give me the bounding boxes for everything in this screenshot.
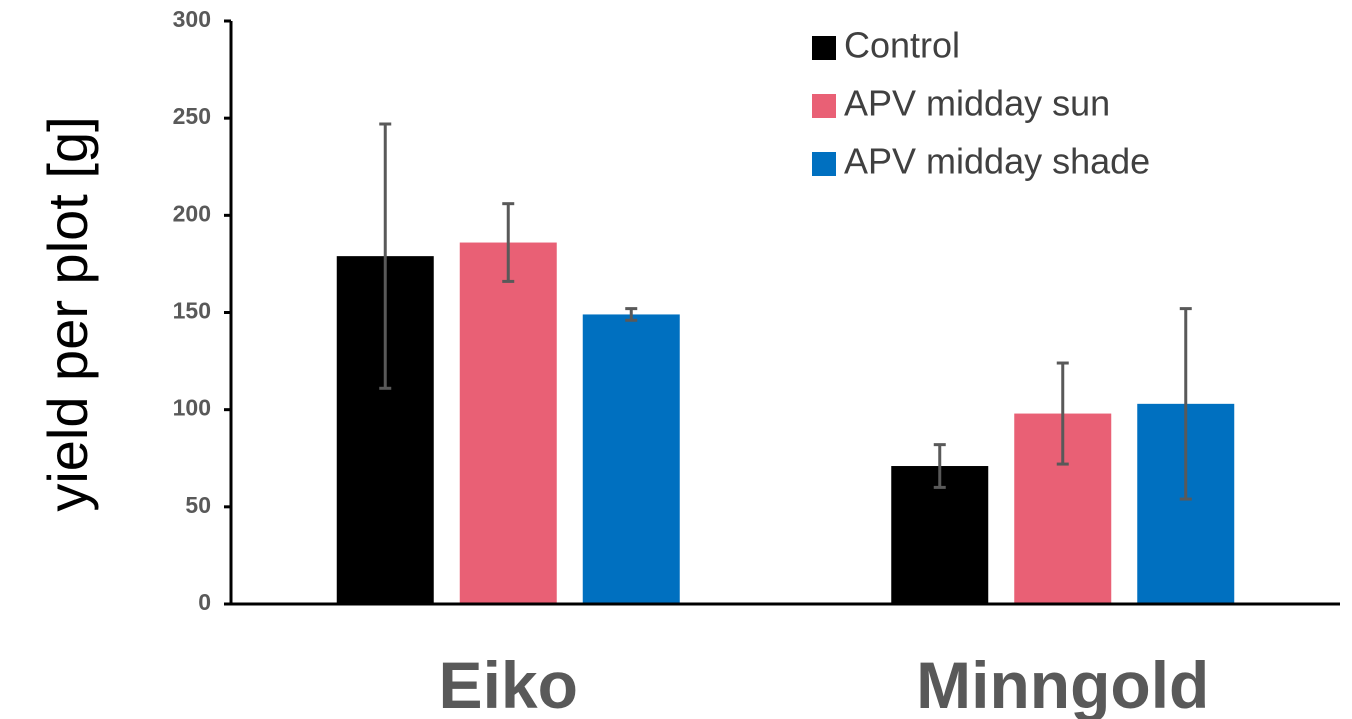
y-tick-label: 250 — [173, 103, 211, 129]
legend-label: APV midday shade — [844, 141, 1150, 182]
legend-swatch — [812, 94, 836, 118]
legend-label: Control — [844, 25, 960, 66]
y-tick-label: 0 — [198, 589, 211, 615]
y-axis: 0 50 100 150 200 250 300 — [173, 6, 233, 615]
legend-swatch — [812, 36, 836, 60]
bar — [891, 466, 989, 604]
bar — [459, 242, 557, 605]
bars — [336, 242, 1235, 605]
error-bars — [379, 122, 1192, 501]
y-tick-label: 300 — [173, 6, 211, 32]
y-tick-label: 150 — [173, 298, 211, 324]
x-tick-label: Eiko — [439, 648, 578, 719]
y-tick-label: 200 — [173, 200, 211, 226]
legend-swatch — [812, 152, 836, 176]
legend-label: APV midday sun — [844, 83, 1110, 124]
x-axis: Eiko Minngold — [231, 602, 1340, 719]
x-tick-label: Minngold — [916, 648, 1209, 719]
y-tick-label: 100 — [173, 395, 211, 421]
y-axis-label: yield per plot [g] — [36, 116, 99, 511]
legend: Control APV midday sun APV midday shade — [812, 25, 1150, 182]
bar — [582, 314, 680, 604]
y-tick-label: 50 — [185, 492, 211, 518]
